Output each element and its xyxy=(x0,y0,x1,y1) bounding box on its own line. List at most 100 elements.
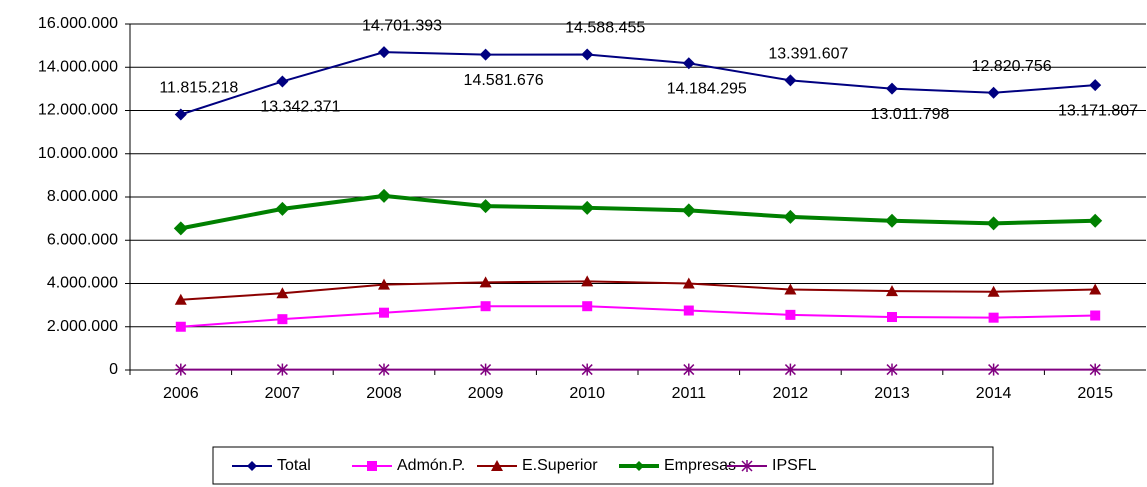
marker xyxy=(173,221,188,236)
legend-label: IPSFL xyxy=(772,457,817,474)
y-tick-label: 14.000.000 xyxy=(38,58,118,75)
marker xyxy=(275,201,290,216)
marker xyxy=(681,203,696,218)
marker xyxy=(987,363,1000,376)
x-tick-label: 2010 xyxy=(569,385,605,402)
x-tick-label: 2009 xyxy=(468,385,504,402)
data-label: 13.342.371 xyxy=(260,99,340,116)
marker xyxy=(683,305,694,316)
data-label: 13.171.807 xyxy=(1058,102,1138,119)
data-label: 14.701.393 xyxy=(362,17,442,34)
series-line xyxy=(180,305,1096,328)
marker xyxy=(478,199,493,214)
marker xyxy=(581,275,594,287)
marker xyxy=(1090,310,1101,321)
marker xyxy=(174,293,187,305)
marker xyxy=(1089,79,1102,92)
marker xyxy=(886,82,898,95)
data-label: 12.820.756 xyxy=(972,58,1052,75)
marker xyxy=(986,216,1001,231)
marker xyxy=(580,200,595,215)
y-tick-label: 12.000.000 xyxy=(38,102,118,119)
marker-stroke xyxy=(480,364,492,376)
marker xyxy=(479,48,492,61)
x-tick-label: 2011 xyxy=(672,385,707,402)
marker xyxy=(174,108,187,121)
legend-label: E.Superior xyxy=(522,457,598,474)
marker-stroke xyxy=(784,364,796,376)
marker xyxy=(1088,213,1103,228)
marker xyxy=(784,283,797,295)
marker xyxy=(885,213,899,228)
marker xyxy=(276,363,289,376)
marker xyxy=(785,309,796,320)
x-tick-label: 2007 xyxy=(265,385,301,402)
marker-stroke xyxy=(1089,364,1101,376)
marker xyxy=(379,307,389,318)
legend-label: Empresas xyxy=(664,457,736,474)
marker xyxy=(582,301,593,312)
marker xyxy=(247,461,257,471)
x-tick-label: 2013 xyxy=(874,385,910,402)
marker-stroke xyxy=(886,364,898,376)
y-tick-label: 6.000.000 xyxy=(47,231,118,248)
marker xyxy=(378,363,390,376)
marker-stroke xyxy=(683,364,695,376)
marker xyxy=(987,86,1000,99)
marker-stroke xyxy=(988,364,1000,376)
marker xyxy=(581,363,594,376)
x-tick-label: 2008 xyxy=(366,385,402,402)
marker xyxy=(783,209,798,224)
marker xyxy=(479,276,492,288)
marker xyxy=(174,363,187,376)
marker xyxy=(1089,363,1102,376)
series-line xyxy=(180,193,1096,231)
data-label: 14.581.676 xyxy=(464,72,544,89)
marker xyxy=(741,460,753,472)
marker xyxy=(491,460,503,471)
y-tick-label: 8.000.000 xyxy=(47,188,118,205)
marker-stroke xyxy=(378,364,390,376)
y-tick-label: 4.000.000 xyxy=(47,275,118,292)
data-label: 14.588.455 xyxy=(565,20,645,37)
marker xyxy=(634,461,644,471)
x-tick-label: 2015 xyxy=(1077,385,1113,402)
marker xyxy=(175,321,186,332)
marker xyxy=(367,461,377,471)
marker xyxy=(277,314,288,325)
series-line xyxy=(180,280,1096,301)
data-label: 13.011.798 xyxy=(871,106,950,123)
marker xyxy=(480,301,491,312)
marker xyxy=(887,312,897,323)
y-tick-label: 0 xyxy=(109,361,118,378)
marker xyxy=(682,363,695,376)
legend-box xyxy=(212,446,994,485)
marker xyxy=(784,74,797,87)
legend-label: Admón.P. xyxy=(397,457,465,474)
marker-stroke xyxy=(741,460,753,472)
marker xyxy=(988,312,999,323)
data-label: 13.391.607 xyxy=(768,46,848,63)
marker xyxy=(378,46,390,59)
marker-stroke xyxy=(175,364,187,376)
y-tick-label: 10.000.000 xyxy=(38,145,118,162)
marker xyxy=(682,57,695,70)
marker xyxy=(276,75,289,88)
marker xyxy=(886,363,898,376)
marker xyxy=(377,188,391,203)
x-tick-label: 2006 xyxy=(163,385,199,402)
y-tick-label: 16.000.000 xyxy=(38,15,118,32)
x-tick-label: 2014 xyxy=(976,385,1012,402)
legend-label: Total xyxy=(277,457,311,474)
marker xyxy=(987,285,1000,297)
marker-stroke xyxy=(581,364,593,376)
data-label: 11.815.218 xyxy=(159,80,238,97)
marker xyxy=(886,285,898,297)
y-tick-label: 2.000.000 xyxy=(47,318,118,335)
data-label: 14.184.295 xyxy=(667,80,747,97)
x-tick-label: 2012 xyxy=(773,385,809,402)
marker xyxy=(581,48,594,61)
marker-stroke xyxy=(276,364,288,376)
series-line xyxy=(180,51,1096,116)
